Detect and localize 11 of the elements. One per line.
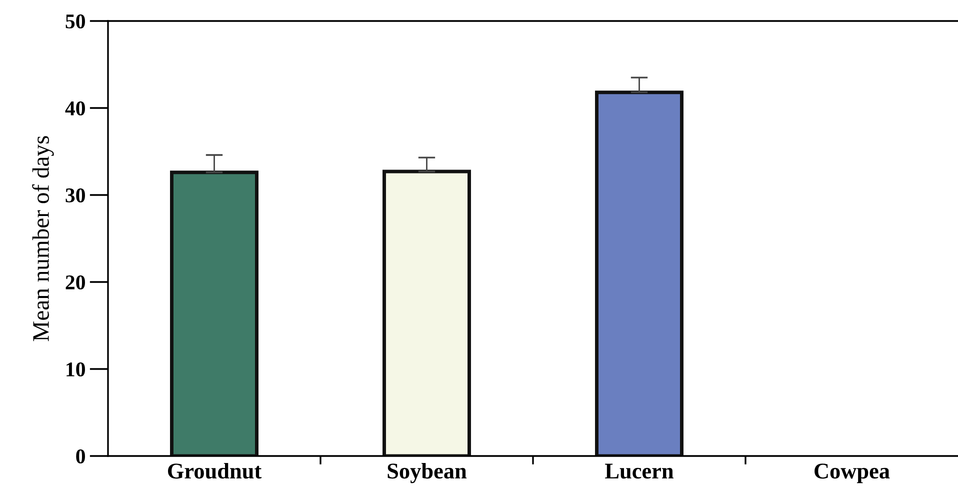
y-tick-label: 40 <box>65 101 85 116</box>
x-tick-label: Groudnut <box>168 462 262 479</box>
y-tick-label: 20 <box>66 275 85 290</box>
x-tick-label: Cowpea <box>814 464 890 484</box>
y-tick-label: 0 <box>76 449 85 464</box>
y-tick-label: 50 <box>66 14 85 28</box>
y-tick-label: 10 <box>66 362 85 376</box>
x-tick-label: Lucern <box>605 464 674 479</box>
y-tick-label: 30 <box>66 188 85 202</box>
x-tick-label: Soybean <box>388 462 467 484</box>
y-axis-title: Mean number of days <box>32 136 54 342</box>
